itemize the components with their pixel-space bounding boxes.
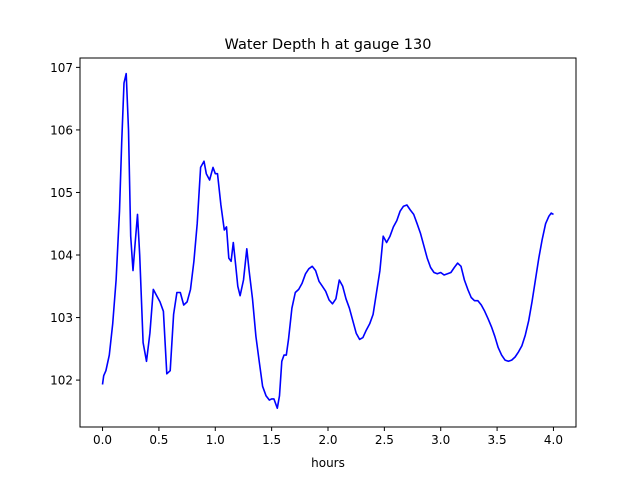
chart-title: Water Depth h at gauge 130 (225, 37, 432, 53)
x-tick-label: 3.5 (488, 433, 507, 447)
x-tick-label: 4.0 (544, 433, 563, 447)
x-tick-label: 1.0 (206, 433, 225, 447)
y-tick-label: 106 (50, 123, 73, 137)
x-tick-label: 0.5 (149, 433, 168, 447)
y-tick-label: 102 (50, 374, 73, 388)
y-axis: 102 103 104 105 106 107 (50, 61, 80, 388)
plot-area (101, 72, 554, 409)
series-line (101, 72, 554, 409)
x-tick-label: 3.0 (431, 433, 450, 447)
x-tick-label: 2.5 (375, 433, 394, 447)
y-tick-label: 107 (50, 61, 73, 75)
y-tick-label: 105 (50, 186, 73, 200)
x-tick-label: 0.0 (93, 433, 112, 447)
plot-frame (79, 57, 577, 428)
y-tick-label: 104 (50, 249, 73, 263)
x-tick-label: 1.5 (262, 433, 281, 447)
x-tick-label: 2.0 (318, 433, 337, 447)
x-axis-label: hours (311, 456, 345, 470)
y-tick-label: 103 (50, 311, 73, 325)
x-axis: 0.0 0.5 1.0 1.5 2.0 2.5 3.0 3.5 4.0 (93, 427, 563, 447)
